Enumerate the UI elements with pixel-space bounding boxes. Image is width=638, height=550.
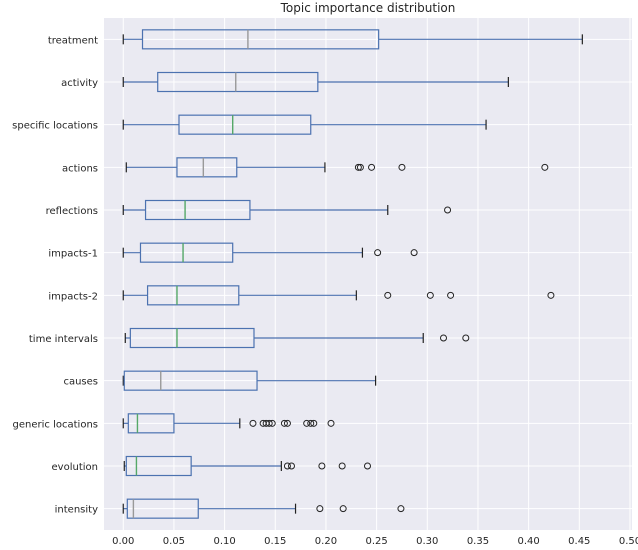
x-tick-label: 0.40 — [517, 536, 539, 546]
box-activity — [122, 71, 509, 93]
box-intensity — [122, 498, 405, 519]
box-generic-locations — [122, 413, 335, 434]
outlier-point — [547, 291, 555, 299]
outlier-point — [374, 249, 382, 257]
box-time-intervals — [124, 327, 470, 349]
outlier-point — [354, 163, 362, 171]
box-impacts-1 — [122, 242, 418, 263]
box-iqr — [127, 413, 175, 434]
y-tick-label: activity — [61, 78, 98, 89]
boxes — [122, 29, 583, 519]
outlier-point — [327, 419, 335, 427]
x-tick-label: 0.35 — [467, 536, 489, 546]
outlier-point — [303, 419, 311, 427]
outlier-point — [447, 291, 455, 299]
outlier-point — [410, 249, 418, 257]
x-axis: 0.00 0.05 0.10 0.15 0.20 0.25 0.30 0.35 0.40 0.45… — [12, 35, 638, 547]
box-iqr — [144, 199, 251, 221]
outlier-point — [462, 334, 470, 342]
outlier-point — [444, 206, 452, 214]
x-tick-label: 0.00 — [112, 536, 134, 546]
x-tick-label: 0.20 — [315, 536, 337, 546]
outlier-point — [363, 462, 371, 470]
outlier-point — [384, 291, 392, 299]
outlier-point — [398, 163, 406, 171]
outlier-point — [426, 291, 434, 299]
y-tick-label: actions — [62, 163, 98, 174]
outlier-point — [316, 505, 324, 513]
outlier-point — [541, 163, 549, 171]
box-iqr — [129, 327, 255, 349]
y-tick-label: specific locations — [12, 121, 98, 132]
box-treatment — [122, 29, 583, 50]
x-tick-label: 0.50 — [619, 536, 638, 546]
outlier-point — [287, 462, 295, 470]
box-iqr — [146, 285, 240, 306]
box-causes — [122, 370, 377, 391]
outlier-point — [397, 505, 405, 513]
outlier-point — [280, 419, 288, 427]
y-tick-label: time intervals — [29, 334, 98, 345]
outlier-point — [307, 419, 315, 427]
outlier-point — [283, 462, 291, 470]
outlier-point — [310, 419, 318, 427]
outlier-point — [356, 163, 364, 171]
x-tick-label: 0.15 — [264, 536, 286, 546]
box-impacts-2 — [122, 285, 555, 306]
y-tick-label: intensity — [55, 505, 98, 516]
y-tick-label: evolution — [52, 462, 98, 473]
y-tick-label: treatment — [48, 35, 98, 46]
y-tick-label: reflections — [46, 206, 98, 217]
plot-area — [104, 18, 632, 530]
x-tick-label: 0.30 — [416, 536, 438, 546]
box-specific-locations — [122, 114, 487, 135]
y-tick-label: impacts-1 — [48, 249, 98, 260]
box-iqr — [125, 455, 192, 477]
x-tick-label: 0.05 — [163, 536, 185, 546]
box-iqr — [157, 71, 319, 93]
box-actions — [125, 157, 549, 178]
outlier-point — [249, 419, 257, 427]
outlier-point — [440, 334, 448, 342]
box-iqr — [126, 498, 199, 519]
box-iqr — [141, 29, 380, 50]
outlier-point — [265, 419, 273, 427]
x-tick-label: 0.25 — [365, 536, 387, 546]
outlier-point — [339, 505, 347, 513]
box-evolution — [123, 455, 371, 477]
outlier-point — [368, 163, 376, 171]
box-iqr — [176, 157, 238, 178]
y-tick-label: impacts-2 — [48, 291, 98, 302]
outlier-point — [318, 462, 326, 470]
outlier-point — [338, 462, 346, 470]
box-iqr — [178, 114, 312, 135]
box-iqr — [123, 370, 258, 391]
chart-title: Topic importance distribution — [280, 1, 456, 15]
box-iqr — [139, 242, 234, 263]
x-tick-label: 0.10 — [213, 536, 235, 546]
box-reflections — [122, 199, 452, 221]
outlier-point — [268, 419, 276, 427]
outlier-point — [283, 419, 291, 427]
y-tick-label: generic locations — [13, 419, 98, 430]
x-tick-label: 0.45 — [568, 536, 590, 546]
y-tick-label: causes — [63, 377, 98, 388]
